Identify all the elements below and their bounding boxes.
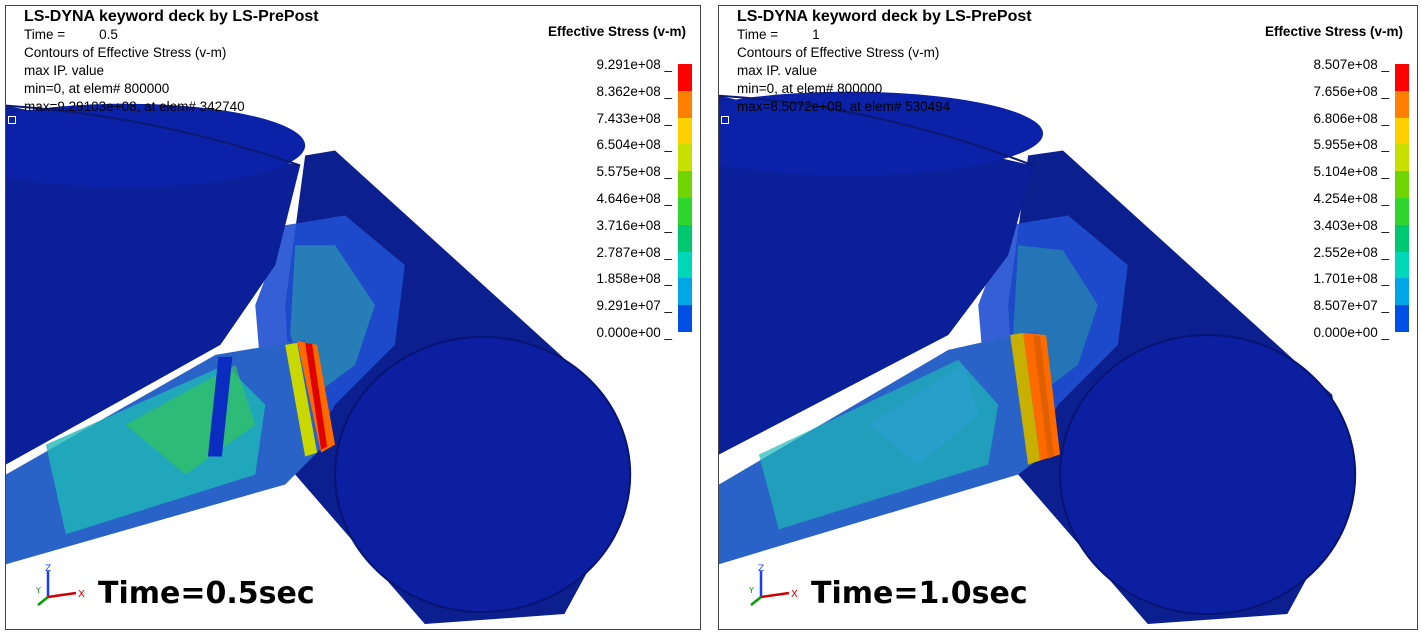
- legend-ticks: 9.291e+08 8.362e+08 7.433e+08 6.504e+08 …: [597, 52, 672, 347]
- legend-tick: 0.000e+00: [1314, 320, 1389, 347]
- cone-rim: [6, 103, 306, 188]
- axis-x-label: X: [791, 589, 798, 600]
- axis-triad-icon: Z X Y: [749, 564, 798, 606]
- max-label: max=9.29103e+08, at elem# 342740: [24, 99, 245, 114]
- cone-rim: [719, 91, 1044, 176]
- time-caption: Time=0.5sec: [98, 576, 315, 611]
- axis-y-label: Y: [749, 586, 754, 595]
- time-value: 1: [812, 27, 820, 42]
- min-label: min=0, at elem# 800000: [24, 81, 170, 96]
- min-label: min=0, at elem# 800000: [737, 81, 883, 96]
- axis-z-label: Z: [45, 564, 51, 574]
- legend-tick: 5.104e+08: [1314, 159, 1389, 186]
- ip-value-label: max IP. value: [737, 63, 818, 78]
- legend-title: Effective Stress (v-m): [1264, 24, 1403, 39]
- legend-tick: 6.806e+08: [1314, 106, 1389, 133]
- legend-tick: 8.507e+08: [1314, 52, 1389, 79]
- viewport-right[interactable]: LS-DYNA keyword deck by LS-PrePost Time …: [718, 5, 1418, 630]
- fea-model-render[interactable]: [6, 6, 700, 629]
- legend-tick: 3.403e+08: [1314, 213, 1389, 240]
- fea-model-render[interactable]: [719, 6, 1417, 629]
- legend-tick: 4.254e+08: [1314, 186, 1389, 213]
- cone-surface: [6, 105, 301, 465]
- time-value: 0.5: [99, 27, 118, 42]
- time-row: Time = 1: [737, 26, 1032, 44]
- time-row: Time = 0.5: [24, 26, 319, 44]
- contour-label: Contours of Effective Stress (v-m): [737, 45, 940, 60]
- header-info: LS-DYNA keyword deck by LS-PrePost Time …: [737, 7, 1032, 116]
- legend-tick: 8.362e+08: [597, 79, 672, 106]
- legend-color-bar: [1395, 64, 1409, 332]
- legend-tick: 7.656e+08: [1314, 79, 1389, 106]
- legend-title: Effective Stress (v-m): [547, 24, 686, 39]
- legend-tick: 0.000e+00: [597, 320, 672, 347]
- legend-tick: 1.858e+08: [597, 266, 672, 293]
- viewport-left[interactable]: LS-DYNA keyword deck by LS-PrePost Time …: [5, 5, 701, 630]
- legend-tick: 1.701e+08: [1314, 266, 1389, 293]
- legend-tick: 2.552e+08: [1314, 240, 1389, 267]
- deck-title: LS-DYNA keyword deck by LS-PrePost: [24, 8, 319, 25]
- time-label: Time =: [737, 27, 779, 42]
- time-label: Time =: [24, 27, 66, 42]
- legend-color-bar: [678, 64, 692, 332]
- legend-tick: 8.507e+07: [1314, 293, 1389, 320]
- selection-marker: [721, 116, 729, 124]
- axis-z-label: Z: [758, 564, 764, 574]
- deck-title: LS-DYNA keyword deck by LS-PrePost: [737, 8, 1032, 25]
- legend-tick: 7.433e+08: [597, 106, 672, 133]
- cylinder-end-cap: [1060, 334, 1356, 615]
- legend-tick: 6.504e+08: [597, 132, 672, 159]
- axis-x-label: X: [78, 589, 85, 600]
- legend-tick: 9.291e+07: [597, 293, 672, 320]
- legend-tick: 4.646e+08: [597, 186, 672, 213]
- time-caption: Time=1.0sec: [811, 576, 1028, 611]
- contour-label: Contours of Effective Stress (v-m): [24, 45, 227, 60]
- legend-tick: 5.955e+08: [1314, 132, 1389, 159]
- legend-ticks: 8.507e+08 7.656e+08 6.806e+08 5.955e+08 …: [1314, 52, 1389, 347]
- axis-triad-icon: Z X Y: [36, 564, 85, 606]
- ip-value-label: max IP. value: [24, 63, 105, 78]
- max-label: max=8.5072e+08, at elem# 530494: [737, 99, 951, 114]
- legend-tick: 9.291e+08: [597, 52, 672, 79]
- legend-tick: 2.787e+08: [597, 240, 672, 267]
- header-info: LS-DYNA keyword deck by LS-PrePost Time …: [24, 7, 319, 116]
- legend-tick: 3.716e+08: [597, 213, 672, 240]
- cone-surface: [719, 95, 1034, 455]
- legend-tick: 5.575e+08: [597, 159, 672, 186]
- selection-marker: [8, 116, 16, 124]
- axis-y-label: Y: [36, 586, 41, 595]
- cylinder-end-cap: [335, 336, 631, 613]
